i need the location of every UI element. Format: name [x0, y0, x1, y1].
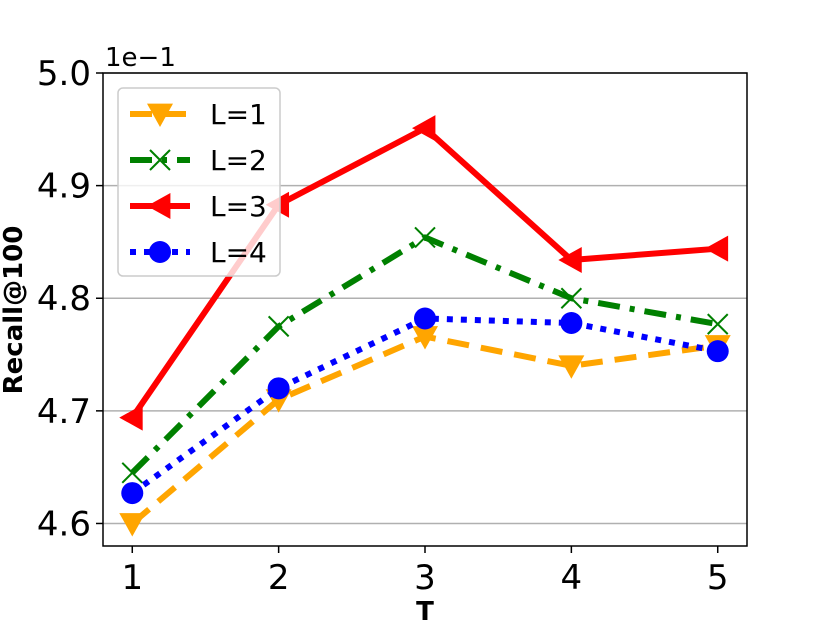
legend-box	[117, 87, 281, 277]
legend-marker	[147, 193, 171, 219]
y-offset-label: 1e−1	[105, 43, 176, 73]
legend-label: L=3	[210, 190, 267, 223]
marker-stroke	[414, 226, 436, 249]
marker-stroke	[149, 149, 171, 171]
legend-marker	[149, 241, 171, 263]
series-3-marker	[704, 235, 729, 262]
series-1-marker	[119, 513, 146, 537]
series-3-marker	[558, 246, 582, 273]
marker-stroke	[121, 462, 143, 484]
legend-label: L=1	[210, 98, 267, 131]
series-1-marker	[558, 355, 585, 379]
series-4-marker	[560, 312, 583, 335]
legend-label: L=2	[210, 144, 267, 177]
x-tick-label: 5	[707, 558, 729, 598]
series-2-marker	[560, 287, 583, 309]
y-tick-label: 4.6	[37, 504, 91, 544]
series-4-marker	[121, 482, 144, 505]
series-3-marker	[119, 404, 143, 431]
legend-label: L=4	[210, 236, 267, 269]
x-axis-title: T	[416, 597, 434, 623]
legend: L=1 L=2 L=3 L=4	[117, 87, 281, 277]
legend-marker	[147, 103, 173, 127]
series-2-marker	[121, 462, 143, 484]
y-tick-label: 5.0	[37, 54, 91, 94]
axis-ticks: 4.6 4.7 4.8 4.9 5.0 1 2 3 4 5	[37, 54, 729, 598]
x-tick-label: 1	[121, 558, 143, 598]
marker-stroke	[707, 313, 729, 335]
y-tick-label: 4.9	[37, 167, 91, 207]
series-1-marker	[412, 326, 438, 350]
series-3-marker	[412, 115, 436, 142]
marker-stroke	[560, 287, 583, 309]
series-4-marker	[267, 377, 290, 400]
series-2-marker	[267, 315, 290, 338]
y-tick-label: 4.8	[37, 279, 91, 319]
series-2-marker	[707, 313, 729, 335]
legend-marker	[149, 149, 171, 171]
x-tick-label: 3	[414, 558, 436, 598]
x-tick-label: 2	[268, 558, 290, 598]
series-1-line	[130, 333, 719, 526]
series-4-marker	[706, 340, 729, 363]
y-tick-label: 4.7	[37, 392, 91, 432]
series-4-marker	[414, 307, 436, 330]
y-axis-title: Recall@100	[0, 226, 29, 395]
series-2-marker	[414, 226, 436, 249]
marker-stroke	[267, 315, 290, 338]
x-tick-label: 4	[561, 558, 583, 598]
